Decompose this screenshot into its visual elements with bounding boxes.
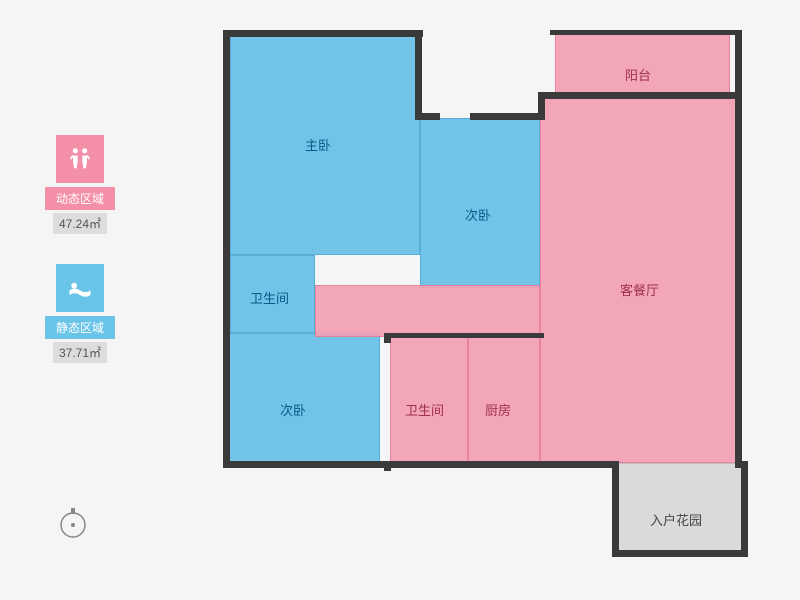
legend-static-label: 静态区域	[45, 316, 115, 339]
room-label-bathroom-1: 卫生间	[250, 288, 289, 307]
room-label-secondary-bedroom-2: 次卧	[280, 400, 306, 419]
room-balcony	[555, 30, 730, 98]
wall-segment	[470, 113, 545, 120]
wall-segment	[612, 550, 748, 557]
sleep-icon	[56, 264, 104, 312]
room-label-secondary-bedroom-1: 次卧	[465, 205, 491, 224]
wall-segment	[538, 92, 738, 99]
wall-segment	[415, 30, 422, 120]
room-label-bathroom-2: 卫生间	[405, 400, 444, 419]
wall-segment	[550, 30, 740, 35]
legend-static: 静态区域 37.71㎡	[45, 264, 115, 363]
wall-segment	[223, 30, 423, 37]
room-label-master-bedroom: 主卧	[305, 135, 331, 154]
wall-segment	[223, 30, 230, 468]
legend-static-value: 37.71㎡	[53, 342, 107, 363]
room-hallway	[315, 285, 540, 337]
wall-segment	[415, 113, 440, 120]
people-icon	[56, 135, 104, 183]
wall-segment	[735, 30, 742, 468]
room-secondary-bedroom-2	[225, 333, 380, 463]
wall-segment	[384, 333, 544, 338]
legend-dynamic-value: 47.24㎡	[53, 213, 107, 234]
room-label-balcony: 阳台	[625, 65, 651, 84]
wall-segment	[223, 461, 391, 468]
room-label-entry-garden: 入户花园	[650, 510, 702, 529]
compass-icon	[55, 505, 91, 541]
room-label-kitchen: 厨房	[485, 400, 511, 419]
room-label-living-dining: 客餐厅	[620, 280, 659, 299]
legend-dynamic: 动态区域 47.24㎡	[45, 135, 115, 234]
legend-dynamic-label: 动态区域	[45, 187, 115, 210]
room-secondary-bedroom-1	[420, 118, 540, 288]
floorplan: 主卧次卧卫生间次卧阳台客餐厅卫生间厨房入户花园	[220, 30, 760, 580]
legend-panel: 动态区域 47.24㎡ 静态区域 37.71㎡	[45, 135, 115, 393]
wall-segment	[741, 461, 748, 556]
wall-segment	[384, 461, 619, 468]
wall-segment	[612, 461, 619, 556]
room-entry-garden	[615, 463, 745, 553]
